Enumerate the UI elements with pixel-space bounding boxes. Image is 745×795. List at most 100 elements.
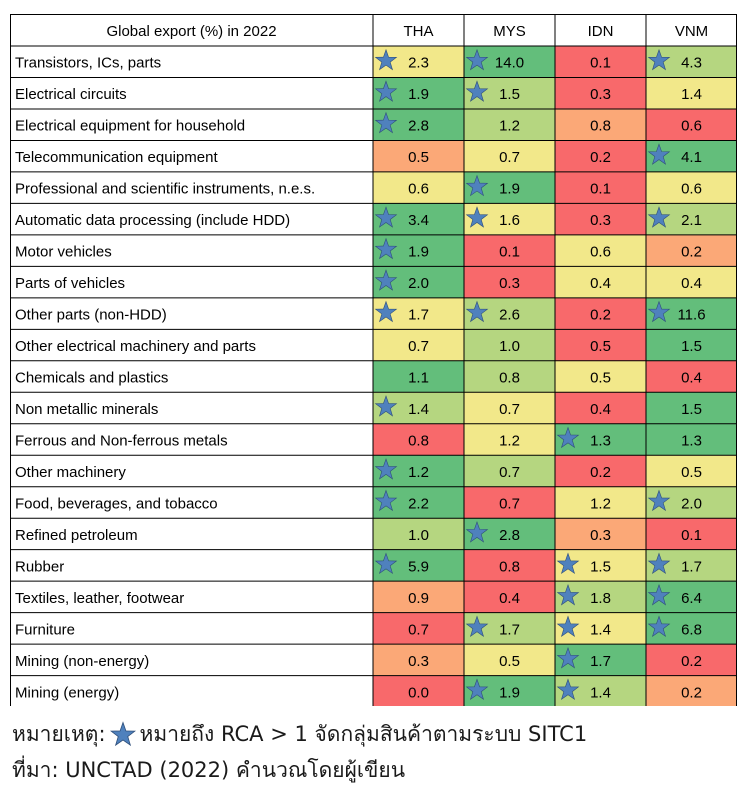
cell-value: 4.3 [681, 55, 702, 72]
cell-value: 0.5 [590, 370, 611, 387]
row-label: Other machinery [15, 464, 126, 481]
cell-value: 1.9 [499, 181, 520, 198]
rca-star-icon [374, 111, 398, 134]
row-label: Automatic data processing (include HDD) [15, 212, 290, 229]
legend-note: หมายเหตุ: หมายถึง RCA > 1 จัดกลุ่มสินค้า… [12, 716, 737, 752]
heat-cell [464, 329, 555, 361]
rca-star-icon [374, 300, 398, 323]
table-row: Ferrous and Non-ferrous metals 0.8 1.2 1.3 1… [15, 423, 737, 456]
cell-value: 0.1 [590, 55, 611, 72]
table-row: Electrical equipment for household 2.8 1.2… [15, 108, 737, 141]
cell-value: 1.1 [408, 370, 429, 387]
cell-value: 0.6 [408, 181, 429, 198]
table-row: Textiles, leather, footwear 0.9 0.4 1.8 6.4 [15, 581, 737, 613]
row-label: Other parts (non-HDD) [15, 307, 167, 324]
rca-star-icon [465, 678, 489, 700]
cell-value: 0.8 [499, 558, 520, 575]
heat-cell [464, 234, 555, 267]
cell-value: 1.3 [590, 433, 611, 450]
cell-value: 1.6 [499, 212, 520, 229]
cell-value: 1.5 [499, 86, 520, 103]
heat-cell [646, 423, 737, 456]
table-row: Professional and scientific instruments,… [15, 171, 737, 204]
heat-cell [464, 423, 555, 456]
table-row: Mining (non-energy) 0.3 0.5 1.7 0.2 [15, 644, 737, 676]
cell-value: 0.3 [408, 653, 429, 670]
table-row: Other electrical machinery and parts 0.7 1… [15, 329, 737, 361]
cell-value: 0.3 [499, 275, 520, 292]
cell-value: 2.2 [408, 495, 429, 512]
cell-value: 14.0 [495, 55, 524, 72]
heat-cell [464, 644, 555, 676]
row-label: Non metallic minerals [15, 401, 158, 418]
cell-value: 1.7 [499, 621, 520, 638]
cell-value: 6.4 [681, 590, 702, 607]
heat-cell [646, 455, 737, 487]
rca-star-icon [374, 458, 398, 480]
cell-value: 2.0 [681, 495, 702, 512]
table-row: Electrical circuits 1.9 1.5 0.3 1.4 [15, 77, 737, 109]
cell-value: 0.5 [590, 338, 611, 355]
cell-value: 2.6 [499, 307, 520, 324]
cell-value: 0.7 [499, 464, 520, 481]
cell-value: 0.2 [681, 684, 702, 701]
cell-value: 1.2 [499, 433, 520, 450]
cell-value: 0.9 [408, 590, 429, 607]
cell-value: 0.1 [499, 244, 520, 261]
cell-value: 0.3 [590, 212, 611, 229]
cell-value: 0.2 [681, 244, 702, 261]
rca-star-icon [556, 552, 580, 575]
cell-value: 3.4 [408, 212, 429, 229]
cell-value: 0.2 [590, 149, 611, 166]
rca-star-icon [647, 143, 671, 165]
cell-value: 0.8 [590, 118, 611, 135]
heat-cell [555, 46, 646, 78]
cell-value: 1.2 [499, 118, 520, 135]
cell-value: 1.9 [408, 244, 429, 261]
cell-value: 0.7 [499, 401, 520, 418]
heat-cell [373, 171, 464, 204]
cell-value: 1.0 [408, 527, 429, 544]
cell-value: 0.0 [408, 684, 429, 701]
rca-star-icon [556, 583, 580, 606]
heat-cell [373, 360, 464, 393]
table-grid [10, 14, 737, 706]
row-label: Food, beverages, and tobacco [15, 495, 218, 512]
cell-value: 0.7 [499, 495, 520, 512]
rca-star-icon [374, 48, 398, 71]
heat-cell [464, 455, 555, 487]
column-header-vnm: VNM [675, 23, 708, 40]
heat-cell [373, 675, 464, 706]
row-label: Motor vehicles [15, 244, 112, 261]
row-label: Electrical equipment for household [15, 118, 245, 135]
heat-cell [555, 140, 646, 172]
rca-star-icon [465, 521, 489, 543]
rca-star-icon [465, 206, 489, 228]
cell-value: 2.8 [499, 527, 520, 544]
legend-text: หมายถึง RCA > 1 จัดกลุ่มสินค้าตามระบบ SI… [139, 722, 588, 746]
rca-star-icon [556, 426, 580, 449]
table-row: Mining (energy) 0.0 1.9 1.4 0.2 [15, 675, 737, 706]
cell-value: 1.9 [499, 684, 520, 701]
heat-cell [555, 266, 646, 298]
heat-cell [373, 581, 464, 613]
rca-star-icon [374, 552, 398, 575]
heat-cell [373, 329, 464, 361]
heat-cell [373, 140, 464, 172]
rca-star-icon [647, 48, 671, 71]
cell-value: 6.8 [681, 621, 702, 638]
cell-value: 1.4 [590, 621, 611, 638]
table-row: Other machinery 1.2 0.7 0.2 0.5 [15, 455, 737, 487]
rca-star-icon [374, 237, 398, 260]
rca-star-icon [374, 269, 398, 291]
rca-star-icon [374, 206, 398, 228]
cell-value: 0.7 [499, 149, 520, 166]
rca-star-icon [374, 80, 398, 102]
row-label: Professional and scientific instruments,… [15, 181, 315, 198]
cell-value: 1.4 [408, 401, 429, 418]
heat-cell [646, 360, 737, 393]
rca-star-icon [647, 583, 671, 606]
heat-cell [464, 486, 555, 519]
table-row: Motor vehicles 1.9 0.1 0.6 0.2 [15, 234, 737, 267]
cell-value: 2.0 [408, 275, 429, 292]
